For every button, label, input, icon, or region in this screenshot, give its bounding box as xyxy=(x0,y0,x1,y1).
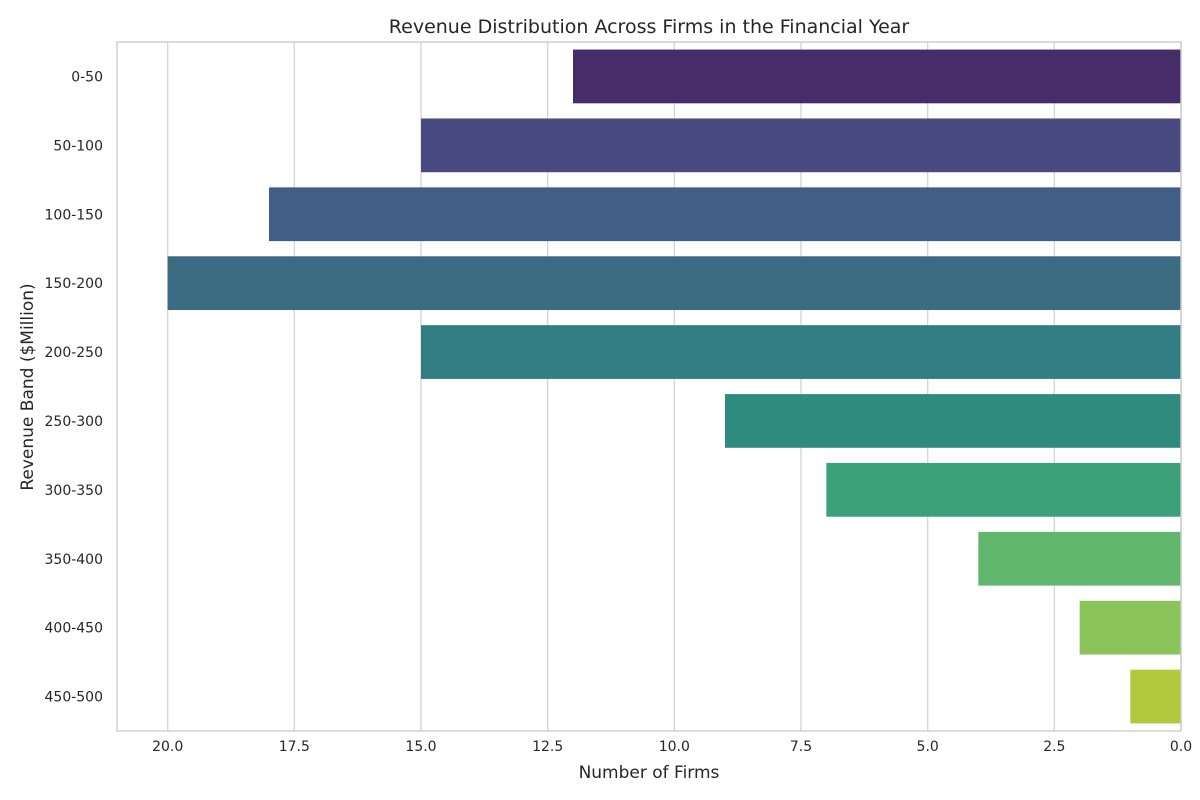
y-tick-label: 450-500 xyxy=(45,690,104,706)
bar-50-100 xyxy=(421,118,1181,173)
bar-350-400 xyxy=(978,531,1181,586)
bar-400-450 xyxy=(1079,600,1181,655)
x-tick-label: 15.0 xyxy=(405,739,436,755)
y-tick-label: 100-150 xyxy=(45,207,104,223)
y-tick-label: 200-250 xyxy=(45,345,104,361)
plot-frame xyxy=(116,41,1182,732)
y-tick-label: 150-200 xyxy=(45,276,104,292)
y-tick-labels: 0-50 50-100 100-150 150-200 200-250 250-300 30… xyxy=(45,69,104,705)
y-tick-label: 350-400 xyxy=(45,552,104,568)
bar-250-300 xyxy=(725,394,1181,448)
x-tick-label: 0.0 xyxy=(1170,739,1192,755)
bars xyxy=(167,49,1181,724)
bar-450-500 xyxy=(1130,669,1181,724)
bar-0-50 xyxy=(573,49,1181,104)
x-tick-label: 5.0 xyxy=(917,739,939,755)
y-tick-label: 300-350 xyxy=(45,483,104,499)
chart-title: Revenue Distribution Across Firms in the… xyxy=(389,16,910,38)
y-axis-label: Revenue Band ($Million) xyxy=(18,283,38,490)
x-tick-label: 10.0 xyxy=(659,739,690,755)
x-tick-label: 2.5 xyxy=(1043,739,1065,755)
y-tick-label: 0-50 xyxy=(71,69,103,85)
x-tick-label: 17.5 xyxy=(279,739,310,755)
x-axis-label: Number of Firms xyxy=(579,763,720,783)
x-tick-label: 7.5 xyxy=(790,739,812,755)
y-tick-label: 250-300 xyxy=(45,414,104,430)
bar-300-350 xyxy=(826,462,1181,517)
y-tick-label: 50-100 xyxy=(53,138,103,154)
y-tick-label: 400-450 xyxy=(45,621,104,637)
bar-200-250 xyxy=(421,325,1181,379)
bar-150-200 xyxy=(167,256,1181,311)
bar-100-150 xyxy=(269,187,1181,242)
x-tick-labels: 20.0 17.5 15.0 12.5 10.0 7.5 5.0 2.5 0.0 xyxy=(152,739,1192,755)
x-tick-label: 20.0 xyxy=(152,739,183,755)
x-tick-label: 12.5 xyxy=(532,739,563,755)
